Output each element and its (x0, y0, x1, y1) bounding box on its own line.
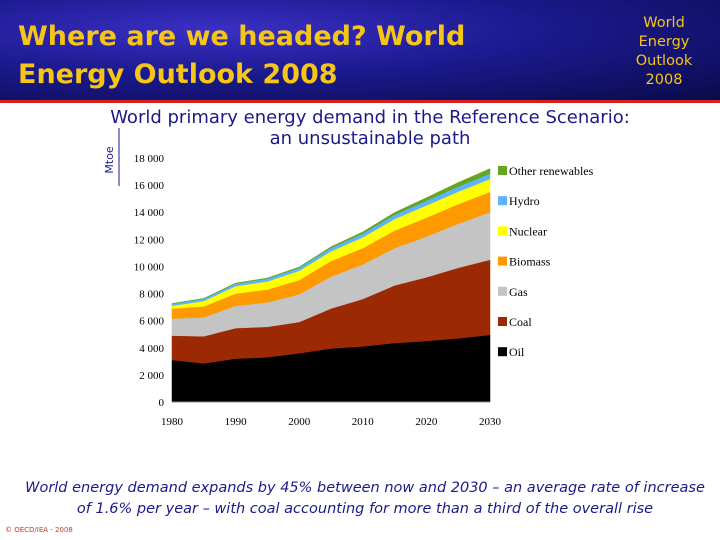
y-tick-label: 14 000 (134, 207, 165, 219)
x-tick-label: 2010 (352, 416, 375, 428)
legend-swatch-nuclear (498, 226, 507, 236)
energy-demand-chart: 0 2 000 4 000 6 000 8 000 10 000 12 000 14 000 1… (103, 128, 594, 428)
legend-label-oil: Oil (509, 345, 525, 359)
header-banner: Where are we headed? World Energy Outloo… (0, 0, 720, 100)
y-tick-label: 4 000 (139, 343, 164, 355)
copyright-notice: © OECD/IEA - 2008 (5, 526, 73, 534)
chart-caption: World energy demand expands by 45% betwe… (25, 480, 705, 517)
y-tick-label: 18 000 (134, 153, 165, 165)
x-tick-label: 2020 (415, 416, 438, 428)
y-tick-label: 0 (159, 397, 165, 409)
y-tick-label: 8 000 (139, 289, 164, 301)
legend-swatch-other-renewables (498, 166, 507, 175)
legend-swatch-coal (498, 317, 507, 326)
legend-label-other-renewables: Other renewables (509, 164, 594, 178)
area-other-renewables (171, 168, 491, 304)
legend-swatch-hydro (498, 196, 507, 206)
legend-label-gas: Gas (509, 285, 528, 299)
y-tick-label: 6 000 (139, 316, 164, 328)
y-tick-label: 16 000 (134, 180, 165, 192)
legend-label-hydro: Hydro (509, 194, 540, 208)
weo-badge: World Energy Outlook 2008 (635, 15, 693, 88)
legend-label-biomass: Biomass (509, 255, 551, 269)
header-divider (0, 100, 720, 103)
x-tick-label: 2030 (479, 416, 502, 428)
y-tick-label: 10 000 (134, 261, 165, 273)
x-tick-label: 1980 (161, 416, 184, 428)
legend-swatch-biomass (498, 256, 507, 266)
legend-label-coal: Coal (509, 315, 532, 329)
legend-label-nuclear: Nuclear (509, 224, 547, 238)
y-axis-label: Mtoe (103, 146, 116, 174)
chart-title: World primary energy demand in the Refer… (110, 107, 630, 149)
page-title: Where are we headed? World Energy Outloo… (18, 21, 466, 90)
x-tick-label: 2000 (288, 416, 311, 428)
x-tick-label: 1990 (225, 416, 248, 428)
y-tick-label: 12 000 (134, 234, 165, 246)
legend-swatch-oil (498, 347, 507, 357)
y-tick-label: 2 000 (139, 370, 164, 382)
legend-swatch-gas (498, 286, 507, 296)
